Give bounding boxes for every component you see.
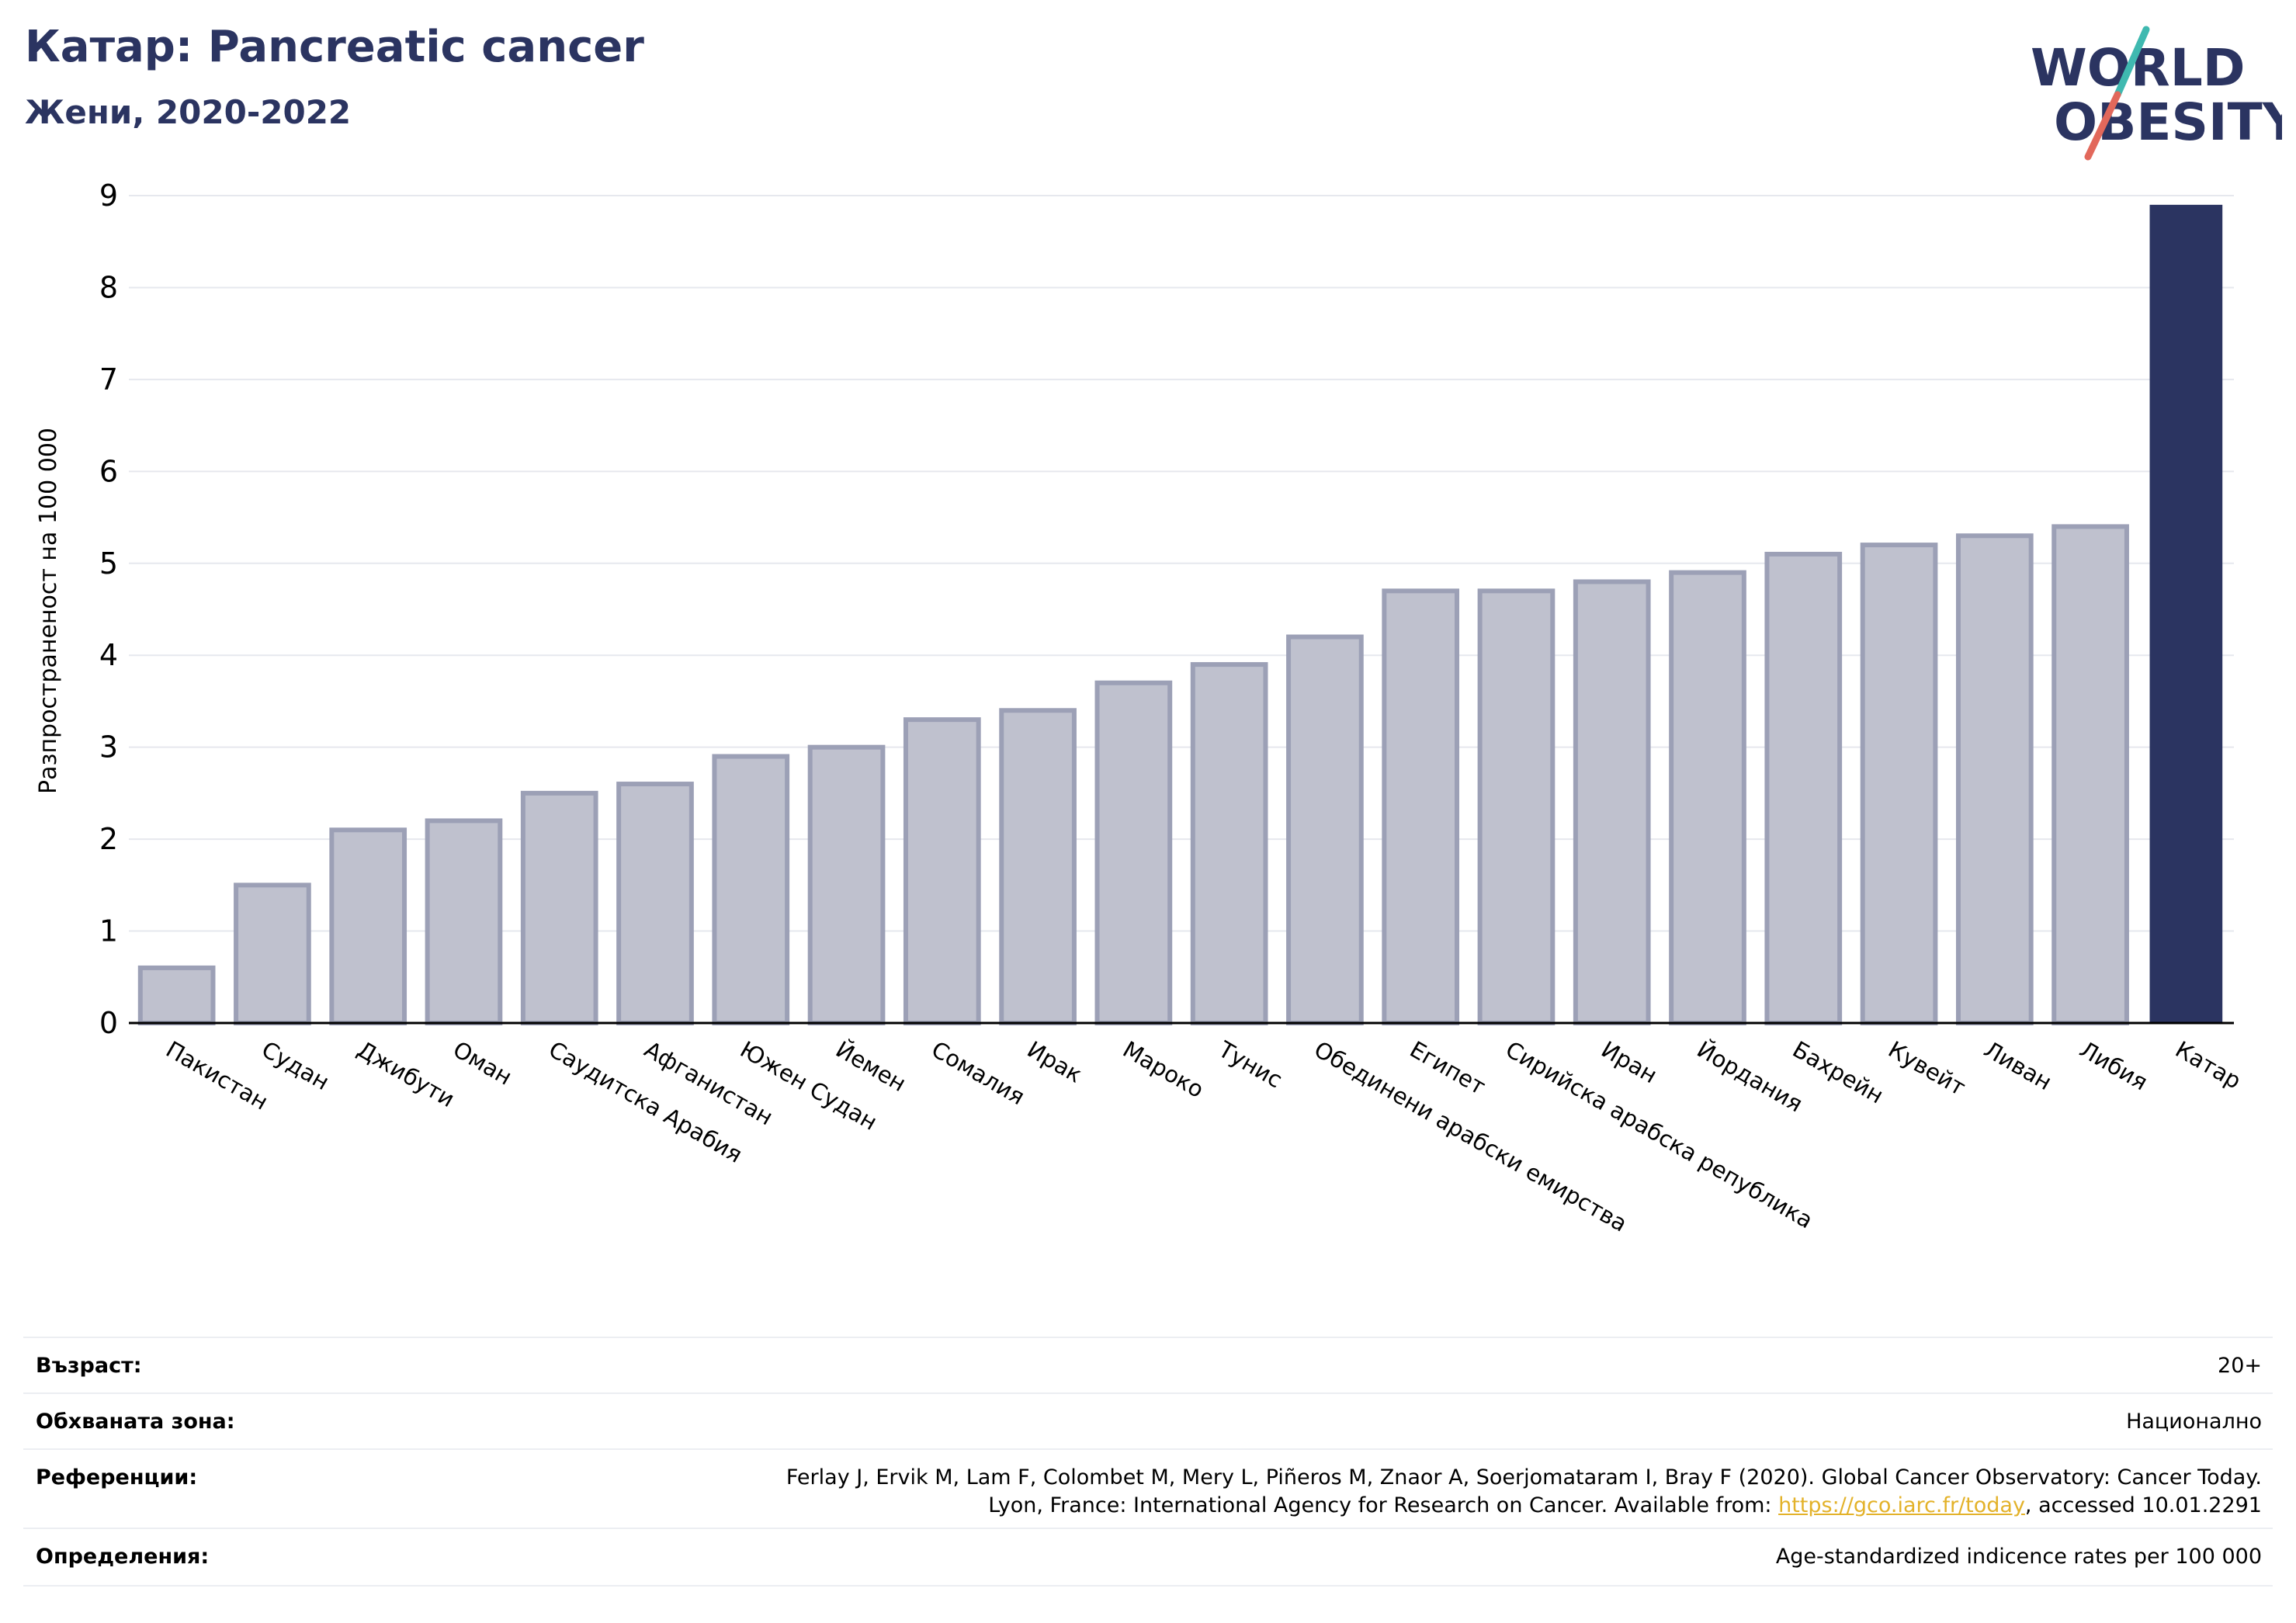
meta-row-references: Референции: Ferlay J, Ervik M, Lam F, Co…: [23, 1448, 2273, 1529]
bar: [807, 744, 886, 1026]
bar: [903, 717, 981, 1026]
references-link[interactable]: https://gco.iarc.fr/today: [1778, 1493, 2025, 1517]
bar: [137, 965, 216, 1026]
x-tick-label: Йемен: [831, 1036, 910, 1098]
chart-subtitle: Жени, 2020-2022: [25, 93, 352, 131]
y-tick-label: 0: [99, 1006, 118, 1040]
y-tick-label: 8: [99, 270, 118, 304]
bar: [1955, 533, 2034, 1025]
bar: [712, 754, 790, 1025]
bar: [329, 827, 408, 1026]
bar: [234, 883, 311, 1026]
bar: [425, 818, 503, 1026]
bar: [1286, 634, 1364, 1025]
bar: [1860, 543, 1938, 1025]
meta-table: Възраст: 20+ Обхваната зона: Национално …: [23, 1337, 2273, 1587]
bar: [616, 782, 694, 1025]
logo-slash-bottom: [2084, 91, 2121, 161]
meta-row-age: Възраст: 20+: [23, 1337, 2273, 1394]
bar: [1190, 662, 1268, 1025]
x-tick-label: Кувейт: [1884, 1036, 1970, 1101]
references-label: Референции:: [36, 1465, 198, 1489]
y-tick-label: 6: [99, 454, 118, 488]
references-line1: Ferlay J, Ervik M, Lam F, Colombet M, Me…: [786, 1465, 2262, 1489]
y-tick-label: 4: [99, 638, 118, 672]
bar: [1477, 588, 1556, 1025]
age-label: Възраст:: [36, 1354, 142, 1378]
references-line2-pre: Lyon, France: International Agency for R…: [988, 1493, 1779, 1517]
x-tick-label: Йордания: [1693, 1036, 1808, 1118]
bar: [999, 708, 1077, 1025]
bar: [2051, 524, 2129, 1025]
world-obesity-logo: WORLD OBESITY: [2031, 26, 2282, 161]
logo-slash-top: [2114, 26, 2150, 99]
y-tick-label: 7: [99, 362, 118, 397]
definitions-value: Age-standardized indicence rates per 100…: [1775, 1545, 2262, 1569]
bar: [1573, 579, 1651, 1025]
x-tick-label: Пакистан: [161, 1036, 272, 1115]
x-tick-label: Иран: [1597, 1036, 1662, 1089]
bar: [2149, 204, 2223, 1023]
age-value: 20+: [2218, 1354, 2262, 1378]
references-line2-post: , accessed 10.01.2291: [2024, 1493, 2262, 1517]
x-tick-label: Тунис: [1213, 1035, 1287, 1093]
references-line2: Lyon, France: International Agency for R…: [786, 1492, 2262, 1520]
y-tick-label: 3: [99, 730, 118, 765]
bar: [1764, 551, 1843, 1025]
meta-row-coverage: Обхваната зона: Национално: [23, 1392, 2273, 1450]
coverage-value: Национално: [2126, 1410, 2262, 1434]
coverage-label: Обхваната зона:: [36, 1410, 235, 1434]
x-tick-label: Ирак: [1023, 1036, 1087, 1088]
x-tick-label: Оман: [449, 1036, 517, 1091]
x-tick-label: Либия: [2076, 1036, 2152, 1096]
bar-chart: 0 1 2 3 4 5 6 7 8 9 Разпространеност на 100 000 Пак…: [35, 179, 2246, 1237]
definitions-label: Определения:: [36, 1545, 210, 1569]
bar: [1382, 588, 1460, 1025]
chart-title: Катар: Pancreatic cancer: [25, 22, 644, 72]
y-tick-label: 9: [99, 179, 118, 213]
x-tick-label: Судан: [257, 1036, 334, 1096]
y-tick-label: 2: [99, 822, 118, 856]
x-tick-label: Катар: [2171, 1036, 2246, 1094]
x-tick-label: Ливан: [1979, 1036, 2056, 1096]
bar: [1669, 570, 1746, 1025]
x-tick-label: Сомалия: [927, 1036, 1029, 1111]
meta-row-definitions: Определения: Age-standardized indicence …: [23, 1528, 2273, 1587]
x-tick-label: Джибути: [353, 1036, 460, 1113]
y-tick-label: 5: [99, 546, 118, 581]
bar: [1094, 680, 1173, 1025]
x-tick-label: Мароко: [1119, 1036, 1209, 1104]
y-axis-label: Разпространеност на 100 000: [35, 428, 62, 794]
y-tick-label: 1: [99, 914, 118, 948]
references-value: Ferlay J, Ervik M, Lam F, Colombet M, Me…: [786, 1464, 2262, 1520]
bar: [520, 790, 598, 1026]
